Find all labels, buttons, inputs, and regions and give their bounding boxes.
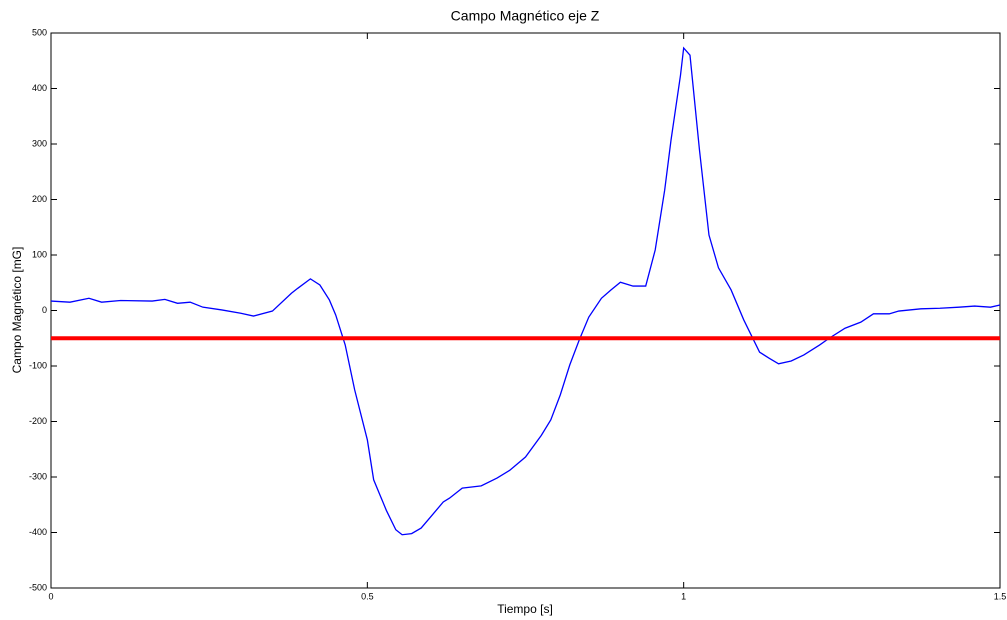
y-tick-label: 400	[32, 83, 47, 93]
x-tick-label: 0.5	[361, 591, 374, 601]
x-tick-label: 1	[681, 591, 686, 601]
y-axis-label: Campo Magnético [mG]	[10, 247, 24, 374]
data-line	[50, 46, 1001, 536]
y-tick-label: 100	[32, 249, 47, 259]
x-tick-label: 1.5	[994, 591, 1007, 601]
x-tick-label: 0	[48, 591, 53, 601]
y-tick-label: 300	[32, 138, 47, 148]
y-tick-label: -400	[29, 527, 47, 537]
chart-title: Campo Magnético eje Z	[451, 8, 600, 24]
x-axis-label: Tiempo [s]	[497, 602, 553, 616]
y-tick-label: 0	[42, 305, 47, 315]
y-tick-label: -200	[29, 416, 47, 426]
y-tick-label: -500	[29, 582, 47, 592]
y-tick-label: 500	[32, 27, 47, 37]
y-tick-label: 200	[32, 194, 47, 204]
y-tick-label: -300	[29, 471, 47, 481]
y-tick-label: -100	[29, 360, 47, 370]
